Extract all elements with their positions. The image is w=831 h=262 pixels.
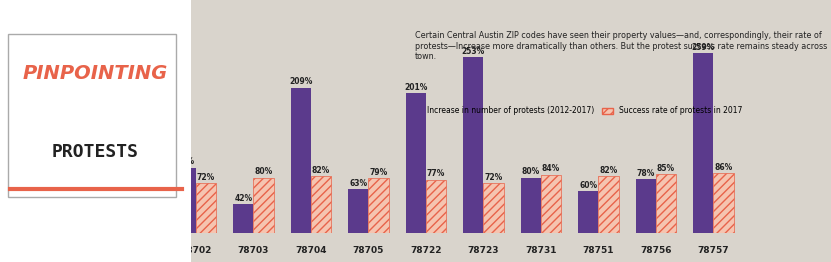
Bar bbox=[713, 173, 734, 233]
Text: 78703: 78703 bbox=[238, 246, 269, 255]
Text: 82%: 82% bbox=[599, 166, 617, 175]
Bar bbox=[656, 174, 676, 233]
Bar bbox=[425, 180, 446, 233]
Text: 85%: 85% bbox=[656, 164, 675, 173]
Bar bbox=[425, 180, 446, 233]
Text: 73%: 73% bbox=[140, 172, 158, 181]
Bar bbox=[656, 174, 676, 233]
Text: 78704: 78704 bbox=[295, 246, 327, 255]
Bar bbox=[291, 88, 311, 233]
Text: PROTESTS: PROTESTS bbox=[52, 143, 139, 161]
Text: 78757: 78757 bbox=[697, 246, 730, 255]
Text: 86%: 86% bbox=[715, 163, 733, 172]
Bar bbox=[598, 176, 618, 233]
Text: 63%: 63% bbox=[349, 179, 367, 188]
Text: PINPOINTING: PINPOINTING bbox=[23, 64, 168, 83]
Bar bbox=[578, 192, 598, 233]
Bar bbox=[406, 93, 425, 233]
Text: 78756: 78756 bbox=[640, 246, 671, 255]
Text: 78731: 78731 bbox=[525, 246, 557, 255]
Bar bbox=[311, 176, 331, 233]
Text: 84%: 84% bbox=[542, 164, 560, 173]
Text: 42%: 42% bbox=[234, 194, 253, 203]
Bar bbox=[348, 189, 368, 233]
Bar bbox=[484, 183, 504, 233]
Bar bbox=[196, 183, 216, 233]
Bar bbox=[541, 175, 561, 233]
Text: 80%: 80% bbox=[522, 167, 540, 176]
Text: Certain Central Austin ZIP codes have seen their property values—and, correspond: Certain Central Austin ZIP codes have se… bbox=[416, 31, 828, 61]
Bar bbox=[175, 168, 196, 233]
Text: 209%: 209% bbox=[289, 77, 312, 86]
Bar bbox=[713, 173, 734, 233]
Bar bbox=[139, 182, 159, 233]
Bar bbox=[368, 178, 389, 233]
Bar bbox=[484, 183, 504, 233]
Bar bbox=[311, 176, 331, 233]
Bar bbox=[234, 204, 253, 233]
Text: 78751: 78751 bbox=[583, 246, 614, 255]
Bar bbox=[521, 178, 541, 233]
Bar bbox=[463, 57, 484, 233]
Text: 60%: 60% bbox=[579, 181, 597, 190]
Text: 72%: 72% bbox=[484, 173, 503, 182]
Bar bbox=[368, 178, 389, 233]
FancyBboxPatch shape bbox=[0, 0, 191, 262]
Bar bbox=[253, 178, 273, 233]
Text: 94%: 94% bbox=[177, 157, 195, 166]
Bar bbox=[196, 183, 216, 233]
Text: 72%: 72% bbox=[197, 173, 215, 182]
Text: 80%: 80% bbox=[254, 167, 273, 176]
Text: 78%: 78% bbox=[637, 168, 655, 178]
Text: 78723: 78723 bbox=[468, 246, 499, 255]
Bar bbox=[253, 178, 273, 233]
Bar bbox=[118, 206, 139, 233]
Bar bbox=[636, 179, 656, 233]
Text: 78705: 78705 bbox=[352, 246, 384, 255]
Bar bbox=[139, 182, 159, 233]
Bar bbox=[541, 175, 561, 233]
Bar bbox=[598, 176, 618, 233]
Text: 82%: 82% bbox=[312, 166, 330, 175]
Text: 77%: 77% bbox=[427, 169, 445, 178]
Text: 79%: 79% bbox=[369, 168, 387, 177]
Text: 78702: 78702 bbox=[180, 246, 212, 255]
Text: 201%: 201% bbox=[404, 83, 427, 92]
Text: 39%: 39% bbox=[120, 196, 137, 205]
Text: 78722: 78722 bbox=[411, 246, 441, 255]
Text: 259%: 259% bbox=[691, 43, 715, 52]
Legend: Increase in number of protests (2012-2017), Success rate of protests in 2017: Increase in number of protests (2012-201… bbox=[406, 103, 745, 118]
Text: 253%: 253% bbox=[462, 47, 485, 56]
Bar bbox=[693, 53, 713, 233]
Text: 78701: 78701 bbox=[123, 246, 154, 255]
